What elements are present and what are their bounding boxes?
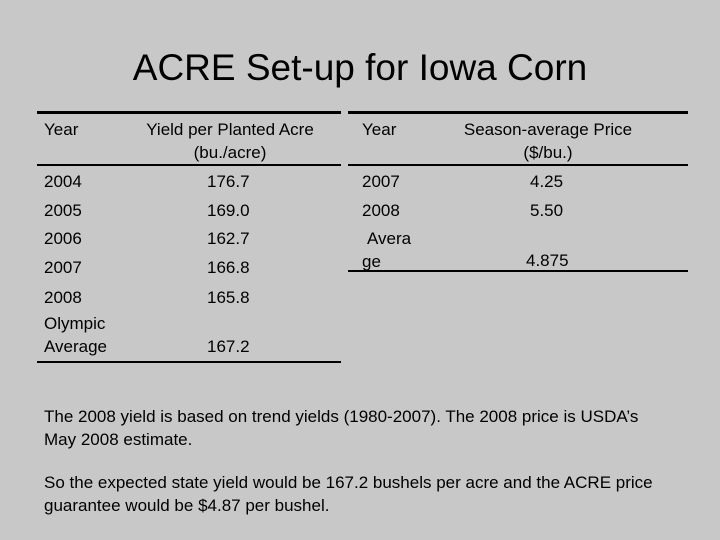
table-cell: 5.50 (530, 201, 564, 220)
table-cell: 2008 (362, 201, 400, 220)
slide-title: ACRE Set-up for Iowa Corn (132, 47, 588, 88)
table-cell: Olympic Average (44, 314, 108, 356)
table-cell: 165.8 (207, 288, 250, 307)
table-cell: 167.2 (207, 337, 250, 356)
column-header: Year (362, 120, 397, 139)
column-header: Season-average Price ($/bu.) (463, 120, 633, 162)
table-cell: 2004 (44, 172, 82, 191)
table-cell: 2008 (44, 288, 82, 307)
table-cell: 2005 (44, 201, 82, 220)
note-paragraph: The 2008 yield is based on trend yields … (44, 407, 639, 449)
table-rule (348, 164, 688, 166)
table-cell: 2006 (44, 229, 82, 248)
table-cell: 4.875 (526, 251, 569, 270)
table-cell: 4.25 (530, 172, 564, 191)
table-rule (348, 111, 688, 114)
column-header: Year (44, 120, 79, 139)
table-rule (37, 361, 341, 363)
note-paragraph: So the expected state yield would be 167… (44, 473, 653, 515)
table-cell: Average (362, 229, 412, 271)
table-cell: 2007 (44, 258, 82, 277)
table-cell: 176.7 (207, 172, 250, 191)
table-cell: 162.7 (207, 229, 250, 248)
table-cell: 166.8 (207, 258, 250, 277)
table-rule (348, 270, 688, 272)
column-header: Yield per Planted Acre (bu./acre) (146, 120, 314, 162)
table-rule (37, 164, 341, 166)
table-cell: 169.0 (207, 201, 250, 220)
table-cell: 2007 (362, 172, 400, 191)
table-rule (37, 111, 341, 114)
